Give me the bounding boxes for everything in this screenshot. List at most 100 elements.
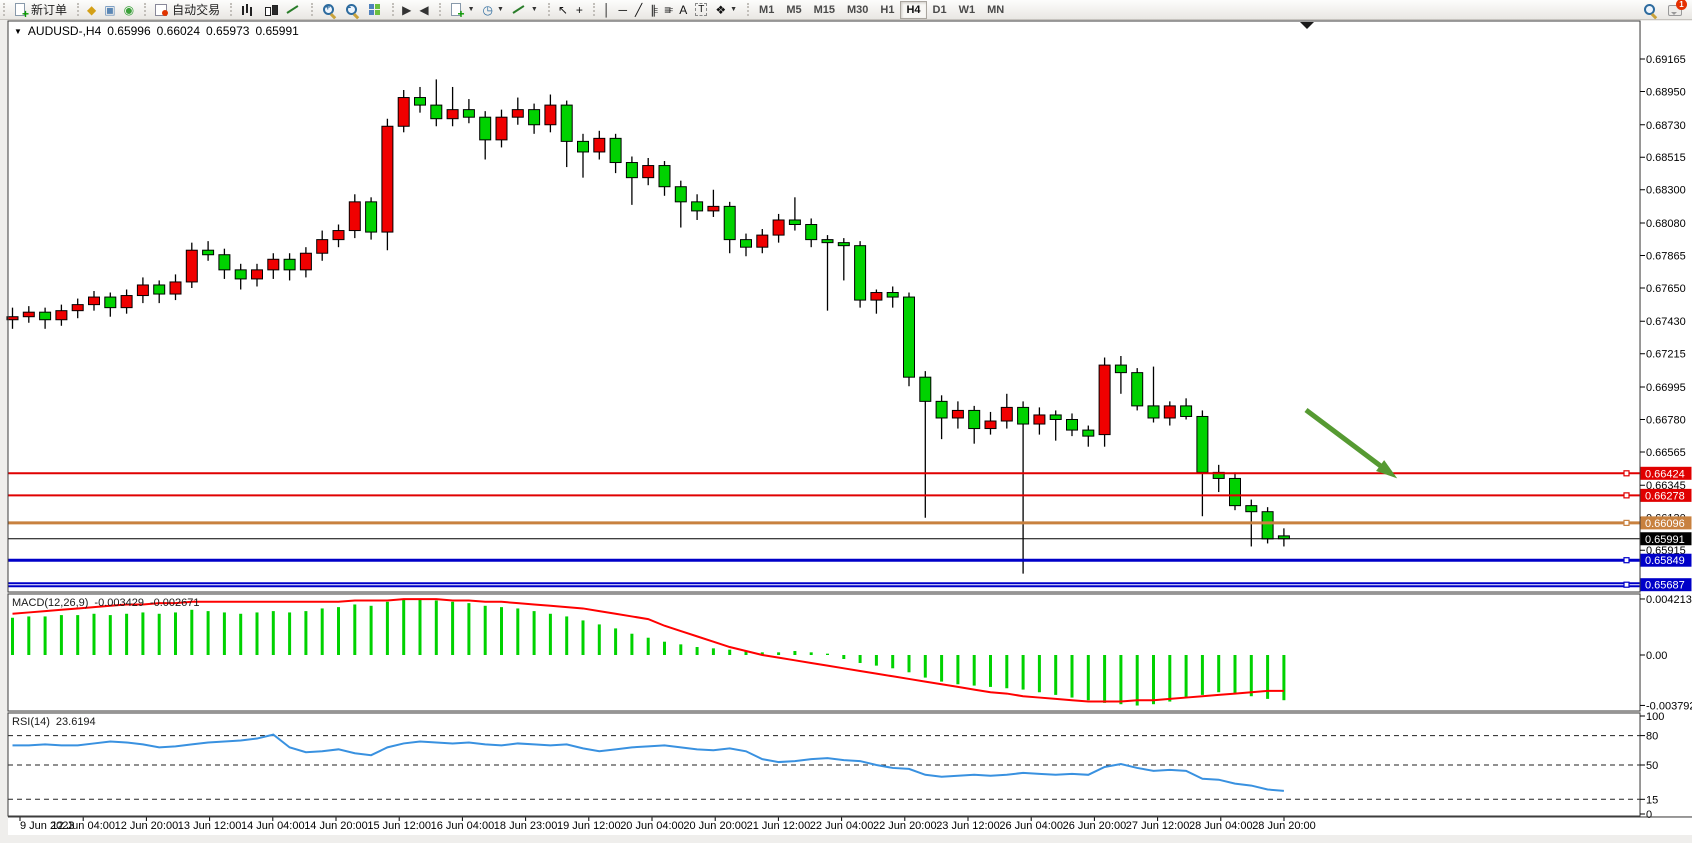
timeframe-w1-button[interactable]: W1 xyxy=(958,3,976,16)
indicators-icon[interactable]: ▼ xyxy=(445,0,479,21)
line-endpoint-handle[interactable] xyxy=(1623,470,1630,477)
candlestick-chart-icon[interactable] xyxy=(259,0,282,20)
trendline-icon[interactable]: ╱ xyxy=(631,0,646,20)
candle xyxy=(577,140,589,153)
price-axis[interactable]: 0.69165 0.68950 0.68730 0.68515 0.68300 0.680… xyxy=(1640,54,1692,821)
horizontal-line-object[interactable] xyxy=(8,470,1640,477)
line-endpoint-handle[interactable] xyxy=(1623,581,1630,588)
new-order-button-label: 新订单 xyxy=(31,3,68,17)
text-icon[interactable]: A xyxy=(675,0,691,20)
candle xyxy=(381,125,394,233)
text-label-icon[interactable]: T xyxy=(691,0,711,20)
candle xyxy=(740,239,752,248)
cursor-icon[interactable]: ↖ xyxy=(554,0,572,20)
autotrading-button[interactable]: 自动交易 xyxy=(150,0,224,20)
data-window-icon: ▣ xyxy=(104,2,116,17)
auto-scroll-icon: ▶ xyxy=(402,2,412,17)
candle xyxy=(120,295,133,309)
horizontal-line-object[interactable] xyxy=(8,557,1640,564)
dropdown-caret-icon[interactable]: ▼ xyxy=(730,6,738,13)
candle xyxy=(332,230,345,241)
equidistant-channel-icon[interactable]: ∥ E xyxy=(646,0,660,20)
candle xyxy=(136,284,149,297)
rsi-tick-label: 50 xyxy=(1646,760,1658,772)
zoom-in-icon[interactable]: + xyxy=(317,0,340,20)
price-level-badge xyxy=(1640,578,1692,592)
candle xyxy=(1131,372,1144,407)
timeframe-m1-button[interactable]: M1 xyxy=(759,3,775,16)
line-endpoint-handle[interactable] xyxy=(1623,492,1630,499)
dropdown-caret-icon[interactable]: ▼ xyxy=(530,6,538,13)
chart-shift-icon: ◀ xyxy=(419,2,429,17)
price-tick-label: 0.67215 xyxy=(1646,349,1686,361)
candle xyxy=(821,239,834,244)
autotrading-button xyxy=(154,2,169,17)
rsi-value: 23.6194 xyxy=(55,716,96,728)
price-tick-label: 0.68080 xyxy=(1646,218,1686,230)
macd-tick-label: 0.004213 xyxy=(1646,594,1692,606)
candle xyxy=(397,97,410,127)
timeframe-m30-button[interactable]: M30 xyxy=(847,3,869,16)
chart-menu-caret-icon[interactable]: ▼ xyxy=(14,26,22,36)
time-tick-label: 14 Jun 04:00 xyxy=(241,820,305,832)
vertical-line-icon[interactable]: │ xyxy=(599,0,615,20)
timeframe-d1-button[interactable]: D1 xyxy=(932,3,947,16)
line-endpoint-handle[interactable] xyxy=(1623,519,1630,526)
timeframe-m15-button[interactable]: M15 xyxy=(813,3,835,16)
text-label-icon: T xyxy=(695,3,708,16)
arrows-icon[interactable]: ❖ ▼ xyxy=(711,0,741,20)
zoom-out-icon[interactable]: - xyxy=(340,0,363,20)
horizontal-line-icon[interactable]: ─ xyxy=(614,0,631,20)
search-icon[interactable] xyxy=(1642,2,1657,17)
horizontal-line-object[interactable] xyxy=(8,581,1640,588)
text-icon: A xyxy=(679,2,688,17)
chart-shift-icon[interactable]: ◀ xyxy=(415,0,432,20)
trend-arrow-object[interactable] xyxy=(1304,408,1398,479)
chart-shift-marker-icon[interactable] xyxy=(1300,22,1314,29)
data-window-icon[interactable]: ▣ xyxy=(100,0,119,20)
dropdown-caret-icon[interactable]: ▼ xyxy=(467,6,475,13)
timeframe-h4-button[interactable]: H4 xyxy=(900,0,927,19)
candle xyxy=(430,104,443,120)
notifications-icon[interactable]: 1 xyxy=(1667,0,1687,17)
candle xyxy=(55,310,68,321)
crosshair-icon[interactable]: + xyxy=(572,0,587,20)
candle xyxy=(39,311,52,321)
price-tick-label: 0.69165 xyxy=(1646,54,1686,66)
timeframe-h1-button[interactable]: H1 xyxy=(880,3,895,16)
macd-name: MACD(12,26,9) xyxy=(12,597,89,609)
profiles-icon[interactable]: ◆ xyxy=(83,0,100,20)
line-chart-icon xyxy=(286,2,301,17)
candle xyxy=(984,420,997,430)
rsi-tick-label: 100 xyxy=(1646,711,1664,723)
new-order-button[interactable]: 新订单 xyxy=(9,0,71,21)
tile-windows-icon[interactable] xyxy=(363,0,386,20)
chart-symbol-timeframe: AUDUSD-,H4 xyxy=(27,24,102,38)
new-order-button xyxy=(13,2,29,21)
bar-chart-icon xyxy=(240,2,255,17)
line-endpoint-handle[interactable] xyxy=(1623,557,1630,564)
time-tick-label: 28 Jun 04:00 xyxy=(1189,820,1253,832)
horizontal-line-icon: ─ xyxy=(618,2,627,17)
fibonacci-icon[interactable]: ≡ F xyxy=(660,0,675,20)
dropdown-caret-icon[interactable]: ▼ xyxy=(496,6,504,13)
horizontal-line-object[interactable] xyxy=(8,519,1640,526)
horizontal-line-object[interactable] xyxy=(8,492,1640,499)
candle xyxy=(511,109,524,118)
periods-icon[interactable]: ◷ ▼ xyxy=(479,0,508,20)
time-tick-label: 21 Jun 12:00 xyxy=(747,820,811,832)
candle xyxy=(1033,414,1046,425)
signals-icon[interactable]: ◉ xyxy=(120,0,138,20)
bar-chart-icon[interactable] xyxy=(236,0,259,20)
tile-windows-icon xyxy=(367,2,382,17)
candle xyxy=(903,296,915,378)
auto-scroll-icon[interactable]: ▶ xyxy=(398,0,415,20)
templates-icon[interactable]: ▼ xyxy=(508,0,542,20)
timeframe-mn-button[interactable]: MN xyxy=(987,3,1005,16)
candle xyxy=(104,296,117,309)
timeframe-m5-button[interactable]: M5 xyxy=(786,3,802,16)
line-chart-icon[interactable] xyxy=(282,0,305,20)
time-tick-label: 18 Jun 23:00 xyxy=(494,820,558,832)
